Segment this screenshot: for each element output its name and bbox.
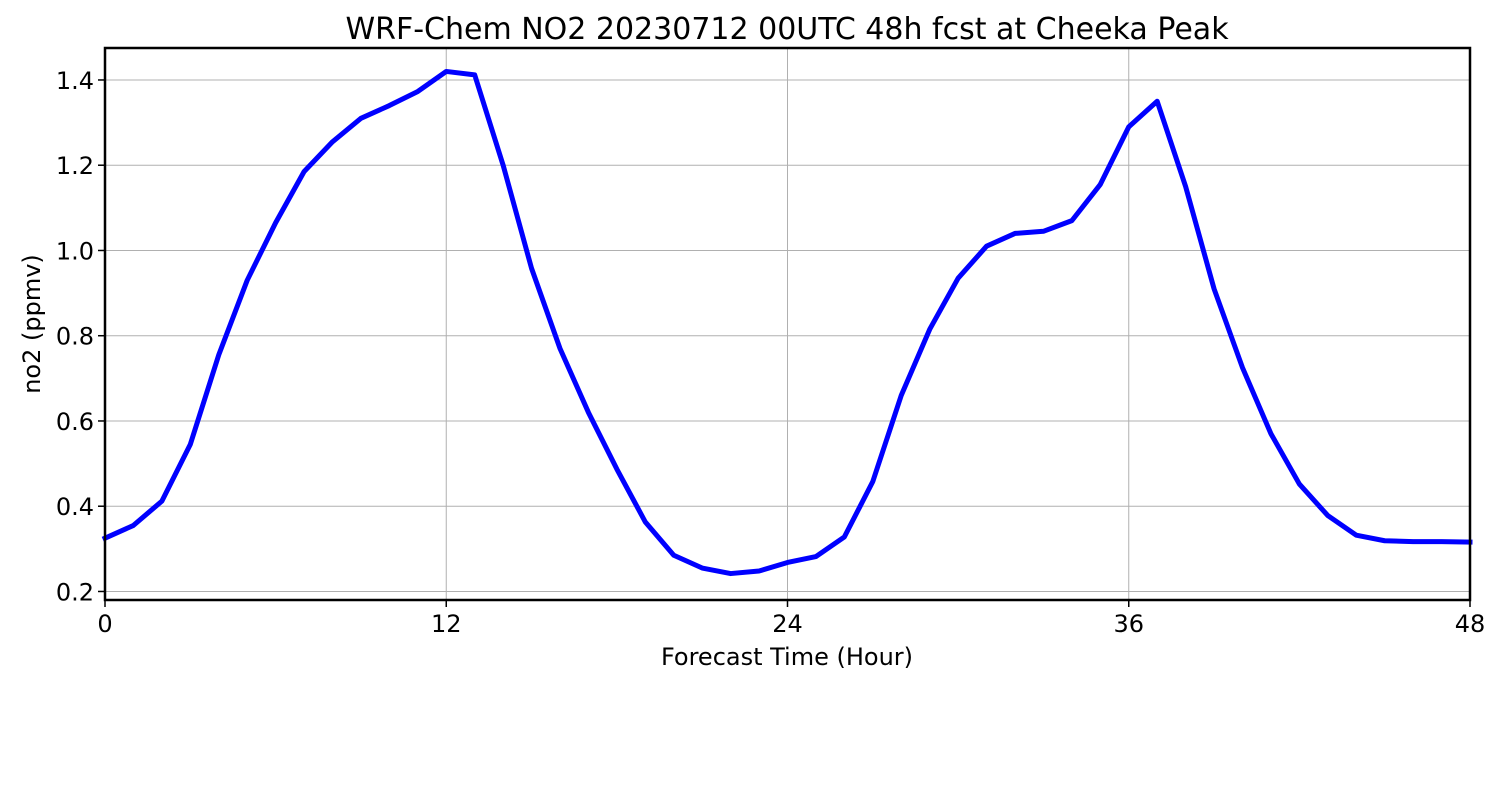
y-tick-label: 0.2 [56,578,94,606]
data-point [245,278,250,283]
axis-ticks: 0 12 24 36 48 0.2 0.4 0.6 0.8 1.0 1.2 1.4 [56,67,1485,638]
series-layer [101,68,1473,577]
data-point [444,69,449,74]
x-tick-label: 36 [1113,610,1144,638]
data-point [1411,539,1416,544]
data-point [1126,124,1131,129]
grid [104,48,1471,600]
x-tick-label: 24 [772,610,803,638]
data-point [501,163,506,168]
data-point [273,220,278,225]
data-point [1013,231,1017,236]
data-point [472,72,477,77]
data-point [415,89,420,94]
data-point [813,554,818,559]
data-point [842,534,847,539]
data-point [1212,286,1217,291]
data-point [1240,365,1245,370]
y-tick-label: 0.8 [56,323,94,351]
data-point [529,266,534,271]
data-point [1268,431,1273,436]
data-point [1325,513,1330,518]
y-axis-label: no2 (ppmv) [18,254,46,394]
data-point [1354,533,1359,538]
data-point [558,346,562,351]
y-tick-label: 1.4 [56,67,94,95]
data-point [1069,218,1074,223]
data-point [1183,184,1188,189]
chart-title: WRF-Chem NO2 20230712 00UTC 48h fcst at … [345,12,1229,47]
data-point [984,244,989,249]
x-axis-label: Forecast Time (Hour) [661,643,913,671]
data-point [785,560,790,565]
data-point [330,139,335,144]
data-point [1297,482,1302,487]
data-point [956,276,961,281]
data-point [188,442,193,447]
data-point [1382,538,1387,543]
data-point [870,479,875,484]
y-tick-label: 0.6 [56,408,94,436]
data-point [1155,99,1160,104]
data-point [899,393,904,398]
x-tick-label: 12 [431,610,462,638]
data-point [302,169,307,174]
data-point [387,103,392,108]
y-tick-label: 1.2 [56,152,94,180]
data-point [643,520,648,524]
data-point [131,523,136,528]
data-point [614,467,619,472]
data-point [671,553,676,558]
data-point [700,566,705,571]
y-tick-label: 0.4 [56,493,94,521]
data-point [159,499,164,504]
data-point [216,352,221,357]
data-point [1439,539,1444,544]
data-point [358,116,363,121]
y-tick-label: 1.0 [56,237,94,265]
x-tick-label: 0 [97,610,112,638]
data-point [1041,229,1046,234]
data-point [757,569,762,574]
data-point [927,327,932,332]
data-point [586,410,591,415]
data-point [728,571,733,576]
data-point [1098,182,1103,187]
x-tick-label: 48 [1455,610,1486,638]
